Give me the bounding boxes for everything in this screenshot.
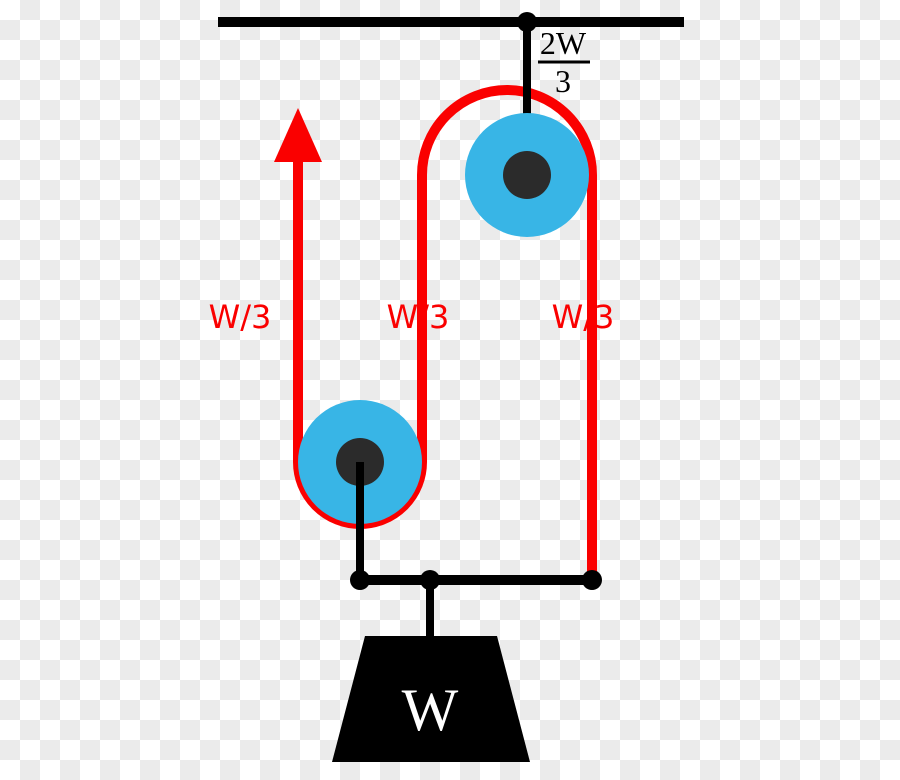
canvas: { "diagram": { "type": "pulley-diagram",… — [0, 0, 900, 780]
load-bar-joint-left — [350, 570, 370, 590]
pulley-diagram: W W/3 W/3 W/3 2W3 — [0, 0, 900, 780]
force-arrow — [274, 108, 322, 162]
tension-label-0: W/3 — [209, 298, 272, 336]
weight-label: W — [402, 677, 459, 743]
reaction-denominator: 3 — [555, 63, 571, 99]
reaction-numerator: 2W — [540, 25, 587, 61]
top-pulley-axle — [503, 151, 551, 199]
load-bar-joint-right — [582, 570, 602, 590]
tension-label-1: W/3 — [387, 298, 450, 336]
tension-label-2: W/3 — [552, 298, 615, 336]
